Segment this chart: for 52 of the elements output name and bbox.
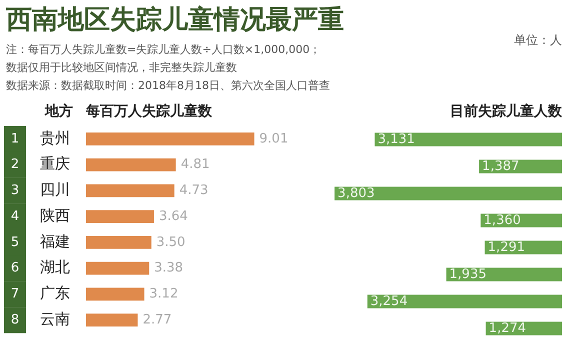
bar	[86, 184, 174, 198]
y-tick-label: 福建	[40, 232, 70, 250]
y-tick-label: 贵州	[40, 128, 70, 147]
bar	[86, 236, 152, 249]
y-tick-label: 湖北	[40, 258, 70, 276]
source-note: 数据来源：数据截取时间：2018年8月18日、第六次全国人口普查	[6, 78, 330, 93]
y-tick-label: 云南	[40, 310, 70, 328]
text: 4	[10, 208, 20, 224]
data-label: 1,274	[488, 320, 526, 336]
data-label: 3,254	[370, 294, 408, 309]
text: 1	[10, 131, 20, 146]
bar	[446, 268, 562, 282]
data-label: 2.77	[142, 312, 172, 328]
bar	[374, 132, 562, 146]
bar	[86, 210, 154, 224]
data-label: 9.01	[259, 131, 288, 146]
bar	[86, 132, 254, 146]
text: 3	[10, 183, 20, 198]
y-axis-title: 地方	[44, 102, 73, 120]
data-label: 3,131	[378, 132, 415, 147]
bar	[86, 262, 150, 275]
chart-title: 西南地区失踪儿童情况最严重	[6, 4, 344, 37]
data-label: 1,935	[449, 266, 486, 282]
text: 8	[10, 312, 20, 328]
data-label: 4.81	[180, 157, 210, 172]
data-label: 3.50	[156, 234, 186, 250]
x-axis-title: 目前失踪儿童人数	[450, 102, 563, 120]
bar	[86, 314, 138, 327]
text: 2	[10, 157, 20, 172]
text: 注：每百万人失踪儿童数=失踪儿童人数÷人口数×1,000,000；	[6, 42, 321, 57]
data-label: 1,360	[484, 212, 521, 228]
bar	[334, 186, 562, 200]
data-label: 3.64	[158, 208, 188, 224]
data-label: 1,387	[482, 158, 520, 174]
bar	[86, 288, 144, 301]
y-tick-label: 陕西	[40, 206, 70, 224]
data-label: 3.12	[149, 286, 178, 302]
bar	[367, 294, 562, 308]
text: 数据仅用于比较地区间情况，非完整失踪儿童数	[6, 60, 237, 75]
y-tick-label: 重庆	[40, 154, 70, 173]
x-axis-title: 每百万人失踪儿童数	[85, 102, 213, 120]
data-label: 3,803	[338, 186, 375, 201]
text: 5	[10, 234, 20, 250]
bar	[86, 158, 176, 172]
text: 单位：人	[514, 32, 562, 49]
text: 7	[10, 286, 20, 302]
data-label: 3.38	[154, 260, 184, 276]
data-label: 4.73	[179, 183, 208, 198]
text: 6	[10, 260, 20, 276]
data-label: 1,291	[488, 240, 526, 255]
y-tick-label: 四川	[40, 180, 70, 199]
y-tick-label: 广东	[40, 284, 70, 302]
